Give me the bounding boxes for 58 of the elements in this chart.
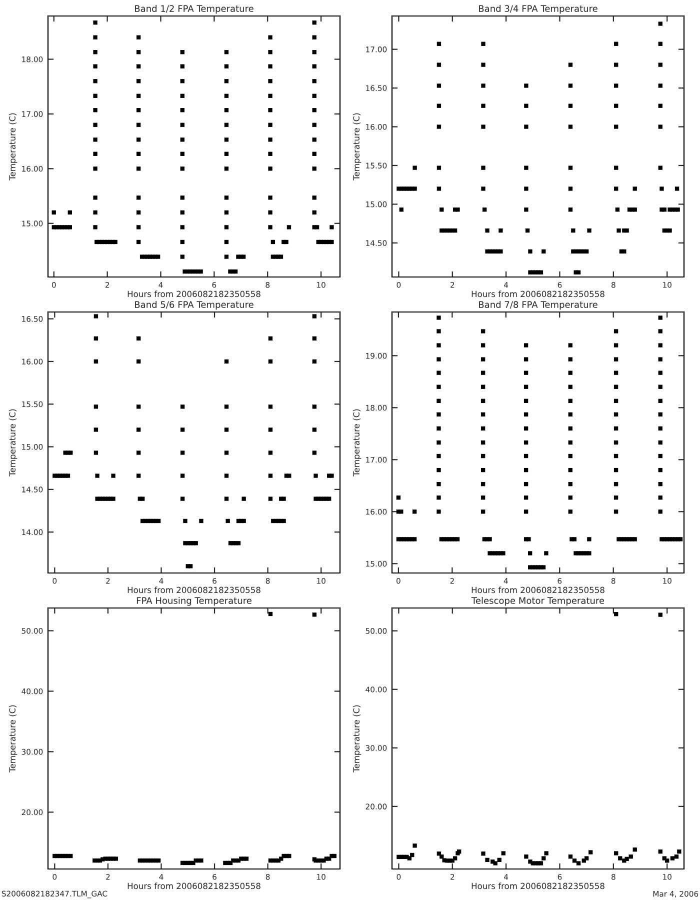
point [332,854,336,858]
point [68,854,73,858]
x-axis-title: Hours from 2006082182350558 [472,290,604,298]
point [410,852,414,858]
point [658,849,662,854]
chart-title: Band 7/8 FPA Temperature [479,300,598,310]
point [493,861,498,866]
point [674,854,679,859]
point [199,858,204,863]
point [544,851,548,856]
x-axis-title: Hours from 2006082182350558 [128,586,260,594]
point [628,854,633,859]
y-axis-title: Temperature (C) [353,113,362,180]
point [576,861,581,866]
chart-title: FPA Housing Temperature [136,596,252,606]
point [485,858,490,862]
y-axis-title: Temperature (C) [353,705,362,772]
point [618,856,622,860]
chart-title: Telescope Motor Temperature [471,596,604,606]
point [624,856,629,862]
point [524,854,528,859]
x-axis-title: Hours from 2006082182350558 [472,586,604,594]
point [542,856,546,860]
point [481,852,486,856]
point [501,851,506,856]
y-axis-title: Temperature (C) [9,705,18,772]
x-axis-title: Hours from 2006082182350558 [128,882,260,890]
chart-title: Band 5/6 FPA Temperature [135,300,254,310]
chart-title: Band 1/2 FPA Temperature [135,4,254,14]
point [632,847,637,852]
point [156,858,161,863]
point [572,858,577,863]
point [588,850,593,854]
point [584,856,589,860]
y-axis-title: Temperature (C) [9,409,18,476]
point [568,854,573,859]
point [412,844,417,848]
point [538,861,544,866]
y-axis-title: Temperature (C) [353,409,362,476]
x-axis-title: Hours from 2006082182350558 [128,290,260,298]
point [312,612,317,617]
point [665,858,670,863]
point [244,856,249,861]
point [287,854,292,858]
point [614,612,618,616]
y-axis-title: Temperature (C) [9,113,18,180]
point [452,856,458,860]
chart-title: Band 3/4 FPA Temperature [479,4,598,14]
point [497,858,502,862]
point [677,849,682,854]
point [670,856,675,860]
point [440,854,444,859]
point [407,856,412,860]
point [114,856,118,861]
x-axis-title: Hours from 2006082182350558 [472,882,604,890]
point [658,612,662,617]
point [268,612,273,616]
point [614,851,618,856]
